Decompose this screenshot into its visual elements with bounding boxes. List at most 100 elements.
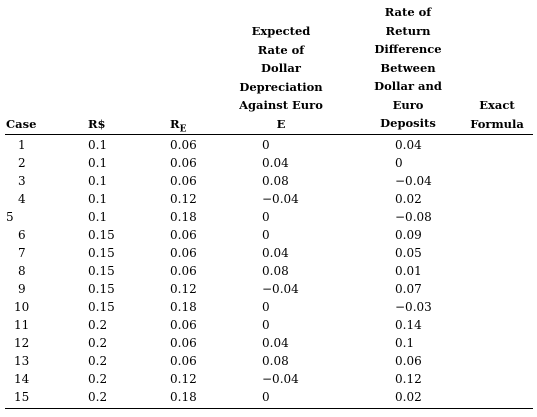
difference-cell: 0 — [395, 156, 403, 170]
header-line: E — [276, 116, 286, 131]
r-euro-cell: 0.06 — [170, 246, 197, 260]
case-cell: 12 — [14, 336, 30, 350]
header-rule — [5, 134, 533, 135]
depreciation-cell: −0.04 — [262, 282, 299, 296]
r-dollar-cell: 0.1 — [88, 192, 108, 206]
case-cell: 15 — [14, 390, 30, 404]
r-euro-cell: 0.06 — [170, 156, 197, 170]
r-euro-cell: 0.18 — [170, 210, 197, 224]
depreciation-cell: 0 — [262, 300, 270, 314]
depreciation-cell: 0.08 — [262, 264, 289, 278]
depreciation-cell: 0.04 — [262, 156, 289, 170]
table-row: 2 0.1 0.06 0.04 0 — [0, 154, 537, 172]
table-row: 3 0.1 0.06 0.08 −0.04 — [0, 172, 537, 190]
depreciation-cell: −0.04 — [262, 192, 299, 206]
case-cell: 7 — [18, 246, 26, 260]
r-dollar-cell: 0.1 — [88, 156, 108, 170]
case-cell: 10 — [14, 300, 30, 314]
r-euro-cell: 0.18 — [170, 390, 197, 404]
r-euro-cell: 0.06 — [170, 264, 197, 278]
depreciation-cell: −0.04 — [262, 372, 299, 386]
r-dollar-cell: 0.1 — [88, 138, 108, 152]
r-dollar-cell: 0.2 — [88, 318, 108, 332]
table-row: 9 0.15 0.12 −0.04 0.07 — [0, 280, 537, 298]
header-line: Return — [385, 23, 431, 38]
case-cell: 14 — [14, 372, 30, 386]
case-cell: 13 — [14, 354, 30, 368]
depreciation-cell: 0.08 — [262, 174, 289, 188]
case-cell: 9 — [18, 282, 26, 296]
r-euro-cell: 0.12 — [170, 192, 197, 206]
header-line: Between — [380, 60, 436, 75]
r-dollar-cell: 0.1 — [88, 174, 108, 188]
depreciation-cell: 0.08 — [262, 354, 289, 368]
difference-cell: 0.12 — [395, 372, 422, 386]
case-cell: 6 — [18, 228, 26, 242]
r-dollar-cell: 0.2 — [88, 354, 108, 368]
table-row: 5 0.1 0.18 0 −0.08 — [0, 208, 537, 226]
table-row: 12 0.2 0.06 0.04 0.1 — [0, 334, 537, 352]
header-line: Rate of — [257, 42, 305, 57]
table-row: 14 0.2 0.12 −0.04 0.12 — [0, 370, 537, 388]
table-row: 15 0.2 0.18 0 0.02 — [0, 388, 537, 406]
table-row: 6 0.15 0.06 0 0.09 — [0, 226, 537, 244]
r-euro-cell: 0.06 — [170, 318, 197, 332]
table-row: 13 0.2 0.06 0.08 0.06 — [0, 352, 537, 370]
difference-cell: 0.05 — [395, 246, 422, 260]
table-row: 7 0.15 0.06 0.04 0.05 — [0, 244, 537, 262]
header-case: Case — [6, 117, 37, 131]
depreciation-cell: 0 — [262, 210, 270, 224]
r-dollar-cell: 0.2 — [88, 372, 108, 386]
header-line: Dollar and — [374, 79, 442, 93]
r-euro-cell: 0.12 — [170, 372, 197, 386]
table-row: 8 0.15 0.06 0.08 0.01 — [0, 262, 537, 280]
difference-cell: 0.09 — [395, 228, 422, 242]
r-dollar-cell: 0.15 — [88, 246, 115, 260]
r-euro-cell: 0.12 — [170, 282, 197, 296]
table-row: 10 0.15 0.18 0 −0.03 — [0, 298, 537, 316]
header-line: Expected — [251, 24, 311, 38]
bottom-rule — [5, 408, 533, 409]
case-cell: 5 — [6, 210, 14, 224]
case-cell: 8 — [18, 264, 26, 278]
r-dollar-cell: 0.2 — [88, 336, 108, 350]
header-line: Dollar — [261, 61, 301, 75]
header-line: Difference — [374, 42, 442, 56]
r-euro-cell: 0.06 — [170, 228, 197, 242]
difference-cell: −0.08 — [395, 210, 432, 224]
r-dollar-cell: 0.15 — [88, 300, 115, 314]
header-line: Depreciation — [239, 79, 323, 94]
table-row: 11 0.2 0.06 0 0.14 — [0, 316, 537, 334]
r-euro-cell: 0.06 — [170, 336, 197, 350]
depreciation-cell: 0.04 — [262, 246, 289, 260]
table-row: 4 0.1 0.12 −0.04 0.02 — [0, 190, 537, 208]
r-dollar-cell: 0.15 — [88, 264, 115, 278]
case-cell: 2 — [18, 156, 26, 170]
header-line: Exact — [479, 98, 515, 112]
r-dollar-cell: 0.2 — [88, 390, 108, 404]
header-exact-formula: Exact Formula — [462, 96, 532, 133]
header-r-euro-subscript: E — [179, 124, 187, 135]
r-euro-cell: 0.06 — [170, 138, 197, 152]
header-return-difference: Rate of Return Difference Between Dollar… — [358, 3, 458, 133]
depreciation-cell: 0 — [262, 228, 270, 242]
header-r-dollar: R$ — [88, 117, 106, 131]
difference-cell: 0.04 — [395, 138, 422, 152]
case-cell: 11 — [14, 318, 30, 332]
depreciation-cell: 0.04 — [262, 336, 289, 350]
depreciation-cell: 0 — [262, 318, 270, 332]
header-line: Euro — [392, 97, 424, 112]
header-r-euro-main: R — [170, 117, 180, 131]
r-euro-cell: 0.06 — [170, 174, 197, 188]
depreciation-cell: 0 — [262, 390, 270, 404]
difference-cell: −0.03 — [395, 300, 432, 314]
header-line: Deposits — [380, 116, 436, 130]
difference-cell: 0.06 — [395, 354, 422, 368]
table-row: 1 0.1 0.06 0 0.04 — [0, 136, 537, 154]
case-cell: 3 — [18, 174, 26, 188]
case-cell: 1 — [18, 138, 26, 152]
r-euro-cell: 0.18 — [170, 300, 197, 314]
header-line: Rate of — [384, 5, 432, 19]
difference-cell: 0.1 — [395, 336, 415, 350]
r-dollar-cell: 0.15 — [88, 282, 115, 296]
